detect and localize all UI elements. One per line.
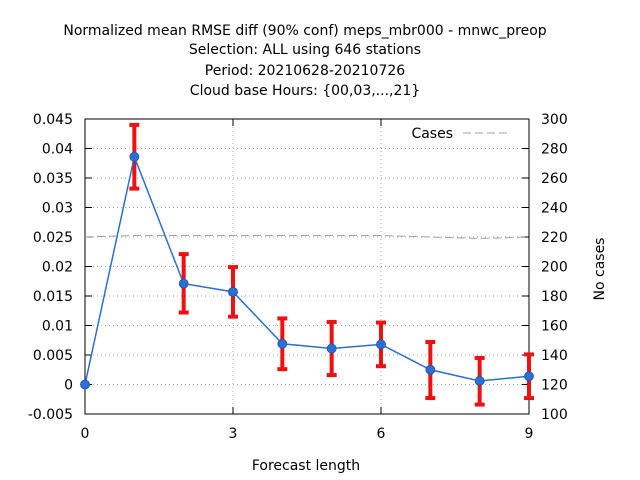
y2-tick-label: 200 — [541, 260, 568, 276]
grid — [85, 119, 529, 414]
y2-tick-label: 180 — [541, 289, 568, 305]
y-tick-label: 0.045 — [33, 112, 73, 128]
y2-axis-label: No cases — [592, 238, 608, 301]
legend-label-cases: Cases — [411, 126, 453, 142]
y2-tick-label: 120 — [541, 378, 568, 394]
cases-series — [84, 235, 530, 239]
data-point — [129, 151, 140, 162]
data-point — [178, 278, 189, 289]
x-axis: 0 3 6 9 — [81, 119, 534, 442]
cases-line — [84, 235, 530, 239]
x-axis-label: Forecast length — [252, 458, 360, 474]
y-axis-left: -0.005 0 0.005 0.01 0.015 0.02 0.025 0.03 0.035 0… — [28, 112, 92, 423]
y2-tick-label: 260 — [541, 171, 568, 187]
legend: Cases — [411, 126, 511, 142]
data-point — [277, 338, 288, 349]
data-point — [80, 379, 90, 390]
y-axis-right: 100 120 140 160 180 200 220 240 260 280 300 — [522, 112, 568, 423]
y-tick-label: 0.04 — [42, 142, 73, 158]
y2-tick-label: 100 — [541, 407, 568, 423]
y-tick-label: -0.005 — [28, 407, 73, 423]
x-tick-label: 9 — [525, 426, 534, 442]
y-tick-label: 0.005 — [33, 348, 73, 364]
y-tick-label: 0.01 — [42, 319, 73, 335]
y-tick-label: 0.03 — [42, 201, 73, 217]
x-tick-label: 3 — [229, 426, 238, 442]
title-line-3: Period: 20210628-20210726 — [205, 63, 405, 79]
data-point — [376, 339, 386, 350]
y-tick-label: 0.02 — [42, 260, 73, 276]
data-point — [425, 364, 436, 375]
data-point — [326, 343, 337, 354]
x-tick-label: 6 — [377, 426, 386, 442]
y-tick-label: 0.025 — [33, 230, 73, 246]
chart-title: Normalized mean RMSE diff (90% conf) mep… — [63, 23, 546, 99]
title-line-1: Normalized mean RMSE diff (90% conf) mep… — [63, 23, 546, 39]
y2-tick-label: 280 — [541, 142, 568, 158]
plot-frame — [84, 118, 530, 415]
x-tick-label: 0 — [81, 426, 90, 442]
title-line-2: Selection: ALL using 646 stations — [189, 42, 421, 58]
y2-tick-label: 220 — [541, 230, 568, 246]
rmse-diff-series — [80, 122, 534, 407]
data-point — [228, 286, 238, 297]
title-line-4: Cloud base Hours: {00,03,...,21} — [190, 83, 420, 99]
y2-tick-label: 240 — [541, 201, 568, 217]
y2-tick-label: 160 — [541, 319, 568, 335]
y-tick-label: 0.035 — [33, 171, 73, 187]
y2-tick-label: 300 — [541, 112, 568, 128]
data-point — [474, 376, 485, 386]
y2-tick-label: 140 — [541, 348, 568, 364]
data-point — [524, 371, 534, 382]
y-tick-label: 0.015 — [33, 289, 73, 305]
y-tick-label: 0 — [64, 378, 73, 394]
series-line — [84, 154, 530, 385]
